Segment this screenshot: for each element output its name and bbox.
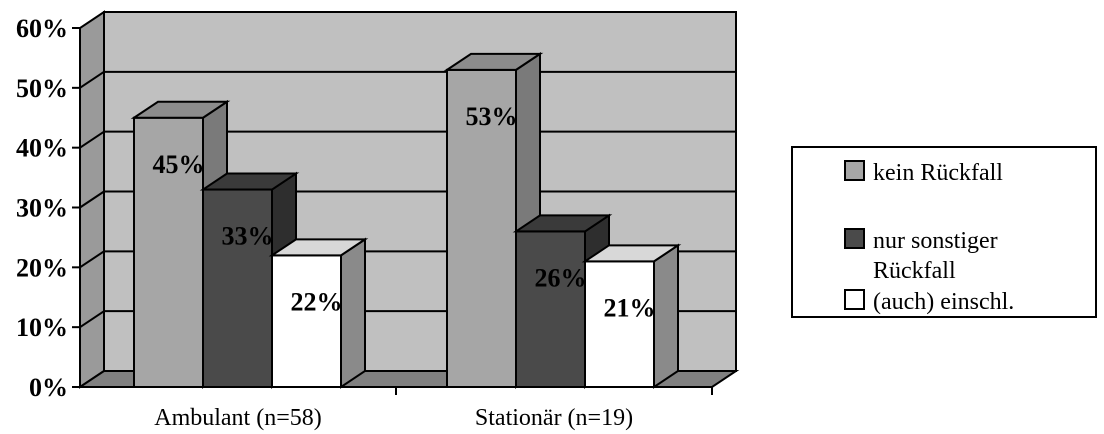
data-label: 53% [466, 102, 518, 131]
legend-label-auch-einschl: (auch) einschl. [873, 289, 1014, 315]
gridline-side [79, 71, 105, 89]
category-label-stationaer: Stationär (n=19) [475, 405, 633, 431]
legend-label-kein-rueckfall: kein Rückfall [873, 160, 1003, 186]
bar-front [202, 188, 273, 388]
data-label: 21% [604, 293, 656, 322]
y-axis-ticks: 0% 10% 20% 30% 40% 50% 60% [16, 14, 80, 402]
legend-label-nur-sonstiger: nur sonstiger [873, 228, 998, 254]
y-tick-label: 60% [16, 14, 68, 43]
legend-swatch-kein-rueckfall [844, 160, 865, 181]
bar-front [584, 260, 655, 389]
bar-side [653, 243, 679, 389]
bar-front [133, 116, 204, 388]
legend: kein Rückfall nur sonstiger Rückfall (au… [791, 146, 1097, 318]
y-tick-label: 10% [16, 313, 68, 342]
legend-swatch-auch-einschl [844, 289, 865, 310]
data-label: 22% [291, 287, 343, 316]
legend-swatch-nur-sonstiger [844, 228, 865, 249]
y-tick-label: 40% [16, 134, 68, 163]
bar-top [581, 244, 682, 263]
bar-front [271, 254, 342, 388]
legend-label-rueckfall: Rückfall [873, 258, 956, 284]
data-label: 45% [153, 150, 205, 179]
y-tick-label: 20% [16, 253, 68, 282]
y-tick-label: 50% [16, 74, 68, 103]
data-label: 33% [222, 222, 274, 251]
y-tick-label: 0% [29, 373, 68, 402]
bar-top [268, 238, 369, 257]
legend-box [791, 146, 1097, 318]
bar-front [515, 230, 586, 388]
bar-top [130, 100, 231, 119]
x-axis-ticks: Ambulant (n=58) Stationär (n=19) [154, 387, 713, 431]
bar-front [446, 68, 517, 388]
bar [581, 243, 682, 389]
bar-side [340, 237, 366, 389]
bars: 45% 33% 22% 53% 26% 21% [130, 52, 682, 389]
gridline-side [79, 250, 105, 269]
gridline-side [79, 310, 105, 328]
bar-top [443, 52, 544, 71]
bar-top [512, 214, 613, 233]
bar [130, 99, 231, 389]
category-label-ambulant: Ambulant (n=58) [154, 405, 322, 431]
bar [268, 237, 369, 389]
bar-top [199, 172, 300, 191]
data-label: 26% [535, 263, 587, 292]
y-tick-label: 30% [16, 194, 68, 223]
gridline-side [79, 130, 105, 149]
gridline-side [79, 190, 105, 209]
